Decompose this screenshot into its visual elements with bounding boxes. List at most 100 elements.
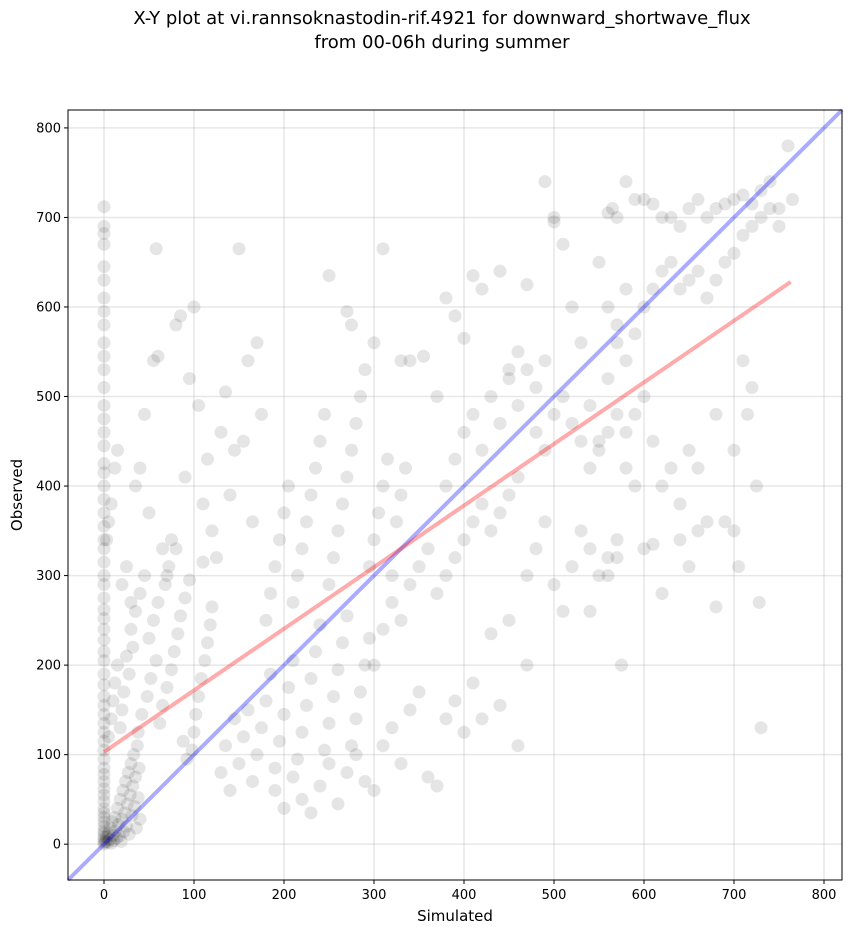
scatter-point (97, 810, 111, 824)
scatter-point (615, 658, 628, 672)
scatter-point (727, 246, 741, 260)
scatter-point (176, 734, 190, 748)
scatter-point (97, 479, 111, 493)
scatter-point (228, 712, 241, 726)
scatter-point (754, 184, 768, 198)
scatter-point (752, 595, 766, 609)
scatter-point (610, 318, 624, 332)
scatter-point (592, 569, 606, 583)
scatter-point (119, 775, 133, 789)
scatter-point (430, 779, 444, 793)
scatter-point (484, 524, 498, 538)
scatter-point (147, 354, 160, 368)
scatter-point (259, 694, 273, 708)
scatter-point (277, 707, 291, 721)
scatter-point (538, 443, 552, 457)
scatter-point (142, 631, 156, 645)
scatter-point (403, 354, 417, 368)
scatter-point (97, 412, 111, 426)
scatter-point (363, 560, 376, 574)
scatter-point (174, 609, 187, 623)
scatter-point (97, 622, 111, 636)
scatter-point (122, 667, 136, 681)
scatter-point (529, 425, 543, 439)
y-tick-label: 200 (36, 659, 61, 674)
scatter-point (97, 707, 111, 721)
scatter-point (97, 761, 111, 775)
scatter-point (121, 766, 135, 780)
scatter-point (619, 461, 633, 475)
scatter-point (97, 336, 111, 350)
scatter-point (126, 779, 140, 793)
scatter-point (286, 595, 300, 609)
scatter-point (619, 175, 633, 189)
scatter-point (322, 269, 336, 283)
scatter-point (97, 806, 111, 820)
scatter-point (268, 783, 282, 797)
scatter-point (264, 586, 277, 600)
scatter-point (241, 703, 255, 717)
scatter-point (100, 830, 114, 844)
scatter-point (520, 658, 534, 672)
scatter-point (97, 767, 111, 781)
scatter-point (363, 631, 376, 645)
scatter-point (601, 372, 615, 386)
scatter-point (691, 264, 705, 278)
scatter-point (120, 819, 133, 833)
scatter-point (123, 788, 137, 802)
scatter-point (610, 336, 624, 350)
scatter-point (727, 193, 741, 207)
scatter-point (286, 654, 300, 668)
scatter-point (457, 533, 471, 547)
scatter-point (691, 461, 705, 475)
scatter-point (466, 676, 480, 690)
scatter-point (205, 524, 219, 538)
scatter-point (198, 654, 212, 668)
scatter-point (194, 672, 208, 686)
scatter-point (97, 654, 111, 668)
scatter-point (655, 264, 669, 278)
scatter-point (149, 242, 163, 256)
scatter-point (97, 578, 111, 592)
scatter-point (109, 824, 123, 838)
y-tick-label: 400 (36, 480, 61, 495)
scatter-point (124, 757, 138, 771)
scatter-point (349, 748, 363, 762)
scatter-point (466, 515, 480, 529)
scatter-point (205, 600, 219, 614)
gridlines (68, 110, 842, 880)
scatter-point (115, 578, 129, 592)
scatter-point (421, 770, 435, 784)
scatter-point (118, 806, 132, 820)
scatter-point (104, 836, 118, 850)
scatter-point (313, 618, 327, 632)
scatter-point (151, 595, 165, 609)
scatter-point (673, 497, 687, 511)
x-tick-label: 400 (452, 888, 477, 903)
scatter-point (97, 569, 111, 583)
scatter-point (475, 712, 489, 726)
scatter-point (655, 210, 669, 224)
scatter-point (664, 255, 678, 269)
scatter-point (97, 603, 111, 617)
scatter-point (101, 835, 115, 849)
scatter-point (547, 210, 561, 224)
scatter-point (97, 837, 111, 851)
scatter-point (367, 533, 381, 547)
scatter-point (183, 372, 196, 386)
scatter-point (97, 826, 111, 840)
scatter-point (273, 734, 286, 748)
scatter-point (493, 416, 507, 430)
scatter-point (171, 627, 185, 641)
scatter-point (114, 835, 128, 848)
scatter-point (727, 524, 741, 538)
scatter-point (110, 831, 124, 845)
scatter-point (763, 201, 777, 215)
scatter-point (439, 479, 453, 493)
scatter-point (538, 354, 552, 368)
scatter-point (300, 698, 313, 712)
scatter-point (313, 434, 327, 448)
scatter-point (167, 645, 181, 659)
scatter-point (291, 752, 304, 766)
scatter-point (439, 569, 453, 583)
